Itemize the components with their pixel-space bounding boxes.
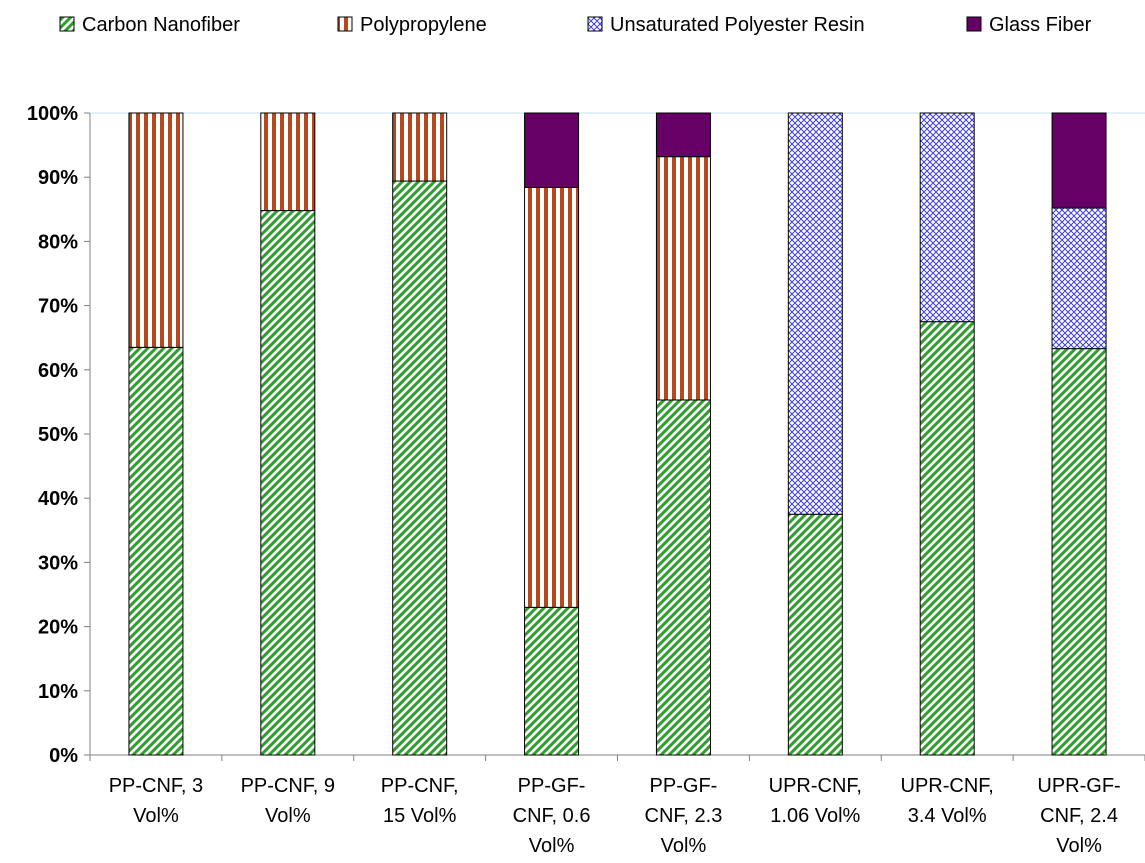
bar-segment-7-0 [1051,348,1107,756]
x-tick-label-line: Vol% [1056,835,1102,857]
y-tick-label: 70% [38,296,78,318]
bar-segment-1-1 [260,112,316,212]
bar-segment-2-1 [392,112,448,182]
x-tick-label-line: PP-CNF, [381,775,459,797]
bar-segment-1-0 [260,210,316,756]
legend-label: Carbon Nanofiber [82,14,240,36]
y-tick-label: 90% [38,167,78,189]
bar-segment-3-1 [524,186,580,608]
bar-segment-5-0 [787,513,843,756]
bar-segment-4-1 [655,156,711,401]
x-tick-label-line: CNF, 2.3 [645,805,723,827]
x-tick-label-line: UPR-CNF, [901,775,994,797]
bar-segment-4-3 [655,112,711,158]
x-tick-label-line: 1.06 Vol% [770,805,860,827]
x-tick-label: PP-CNF, 3 Vol% [109,775,203,827]
legend-swatch [337,16,353,32]
x-tick-label-line: Vol% [661,835,707,857]
legend-item-1: Polypropylene [337,14,487,36]
axes: 0% 10% 20% 30% 40% 50% 60% 70% 80% 90% 100% [27,103,1145,767]
legend-item-2: Unsaturated Polyester Resin [587,14,865,36]
x-tick-label-line: 15 Vol% [383,805,457,827]
bar-segment-0-0 [128,346,184,756]
y-tick-label: 10% [38,681,78,703]
legend-label: Unsaturated Polyester Resin [610,14,865,36]
bar-segment-3-0 [524,606,580,756]
legend-swatch [59,16,75,32]
x-tick-label-line: Vol% [529,835,575,857]
bar-segment-2-0 [392,180,448,756]
y-tick-label: 60% [38,360,78,382]
y-tick-label: 20% [38,617,78,639]
bars [128,112,1107,756]
x-tick-label-line: UPR-GF- [1037,775,1120,797]
x-tick-label-line: CNF, 0.6 [513,805,591,827]
y-tick-label: 40% [38,488,78,510]
legend-item-0: Carbon Nanofiber [59,14,240,36]
legend-label: Glass Fiber [989,14,1092,36]
x-tick-label-line: UPR-CNF, [769,775,862,797]
bar-segment-6-2 [919,112,975,323]
x-tick-label-line: PP-CNF, 9 [241,775,335,797]
x-axis-labels: PP-CNF, 3 Vol% PP-CNF, 9 Vol% PP-CNF, 15 Vol%… [109,775,1121,857]
bar-segment-0-1 [128,112,184,348]
bar-segment-4-0 [655,399,711,756]
x-tick-label: PP-GF- CNF, 2.3 Vol% [645,775,723,857]
bar-segment-5-2 [787,112,843,515]
x-tick-label: PP-CNF, 9 Vol% [241,775,335,827]
x-tick-label-line: Vol% [265,805,311,827]
x-tick-label: UPR-CNF, 1.06 Vol% [769,775,862,827]
legend-swatch [966,16,982,32]
x-tick-label: PP-CNF, 15 Vol% [381,775,459,827]
y-tick-label: 50% [38,424,78,446]
legend: Carbon Nanofiber Polypropylene Unsaturated… [59,14,1092,36]
y-tick-label: 80% [38,231,78,253]
legend-swatch [587,16,603,32]
x-tick-label-line: Vol% [133,805,179,827]
x-tick-label-line: 3.4 Vol% [908,805,987,827]
x-tick-label-line: PP-GF- [518,775,586,797]
y-tick-label: 100% [27,103,78,125]
bar-segment-7-2 [1051,207,1107,350]
bar-segment-3-3 [524,112,580,188]
x-tick-label-line: CNF, 2.4 [1040,805,1118,827]
x-tick-label: UPR-GF- CNF, 2.4 Vol% [1037,775,1120,857]
bar-segment-6-0 [919,321,975,756]
y-tick-label: 30% [38,552,78,574]
legend-label: Polypropylene [360,14,487,36]
x-tick-label: UPR-CNF, 3.4 Vol% [901,775,994,827]
x-tick-label: PP-GF- CNF, 0.6 Vol% [513,775,591,857]
x-tick-label-line: PP-CNF, 3 [109,775,203,797]
x-tick-label-line: PP-GF- [650,775,718,797]
y-tick-label: 0% [49,745,78,767]
bar-segment-7-3 [1051,112,1107,209]
legend-item-3: Glass Fiber [966,14,1092,36]
